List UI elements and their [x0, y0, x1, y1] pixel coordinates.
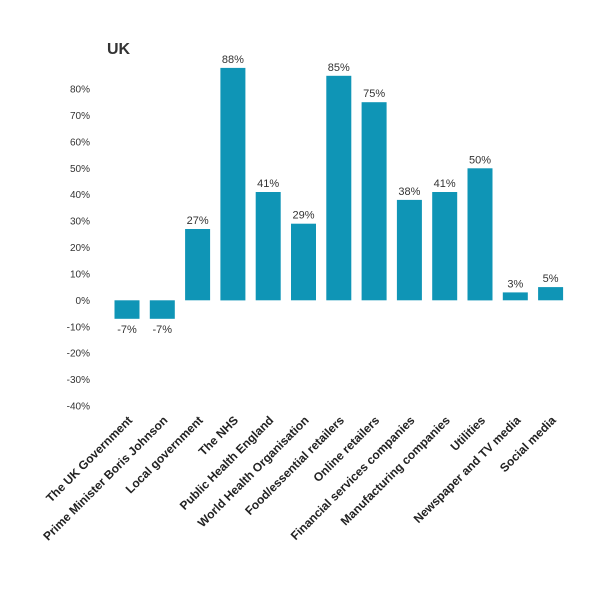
- data-label: 5%: [543, 273, 559, 285]
- y-tick-label: 60%: [70, 137, 90, 148]
- data-label: 27%: [187, 215, 209, 227]
- y-tick-label: 30%: [70, 217, 90, 228]
- y-tick-label: 10%: [70, 269, 90, 280]
- bar: [291, 223, 316, 301]
- y-tick-label: -40%: [67, 402, 90, 413]
- data-label: 41%: [257, 178, 279, 190]
- y-tick-label: 70%: [70, 111, 90, 122]
- y-tick-label: -20%: [67, 349, 90, 360]
- data-label: 75%: [363, 88, 385, 100]
- bar: [432, 192, 458, 301]
- y-tick-label: 80%: [70, 85, 90, 96]
- bar: [396, 199, 422, 301]
- bar: [361, 102, 387, 301]
- data-label: 38%: [398, 186, 420, 198]
- y-tick-label: 50%: [70, 164, 90, 175]
- data-label: 3%: [507, 278, 523, 290]
- y-tick-label: 20%: [70, 243, 90, 254]
- data-label: 50%: [469, 154, 491, 166]
- data-label: -7%: [153, 324, 173, 336]
- bar: [467, 168, 493, 301]
- bar: [114, 300, 140, 319]
- y-tick-label: 40%: [70, 190, 90, 201]
- y-tick-label: 0%: [76, 296, 91, 307]
- bar: [502, 292, 528, 301]
- data-label: 88%: [222, 54, 244, 66]
- bar: [220, 67, 246, 301]
- data-label: 29%: [292, 210, 314, 222]
- bar: [149, 300, 175, 319]
- chart-title: UK: [107, 41, 131, 58]
- bar: [255, 192, 281, 301]
- data-label: 85%: [328, 62, 350, 74]
- data-label: 41%: [434, 178, 456, 190]
- y-tick-label: -30%: [67, 375, 90, 386]
- bar: [185, 229, 211, 301]
- y-tick-label: -10%: [67, 322, 90, 333]
- data-label: -7%: [117, 324, 137, 336]
- bar: [326, 75, 352, 301]
- bar: [538, 287, 564, 301]
- data-labels: -7% -7% 27% 88% 41% 29% 85% 75% 38% 41% 50% 3% 5%: [117, 54, 559, 336]
- y-axis: -40% -30% -20% -10% 0% 10% 20% 30% 40% 50% 60% 70% 8…: [67, 85, 90, 413]
- bars: [114, 67, 564, 319]
